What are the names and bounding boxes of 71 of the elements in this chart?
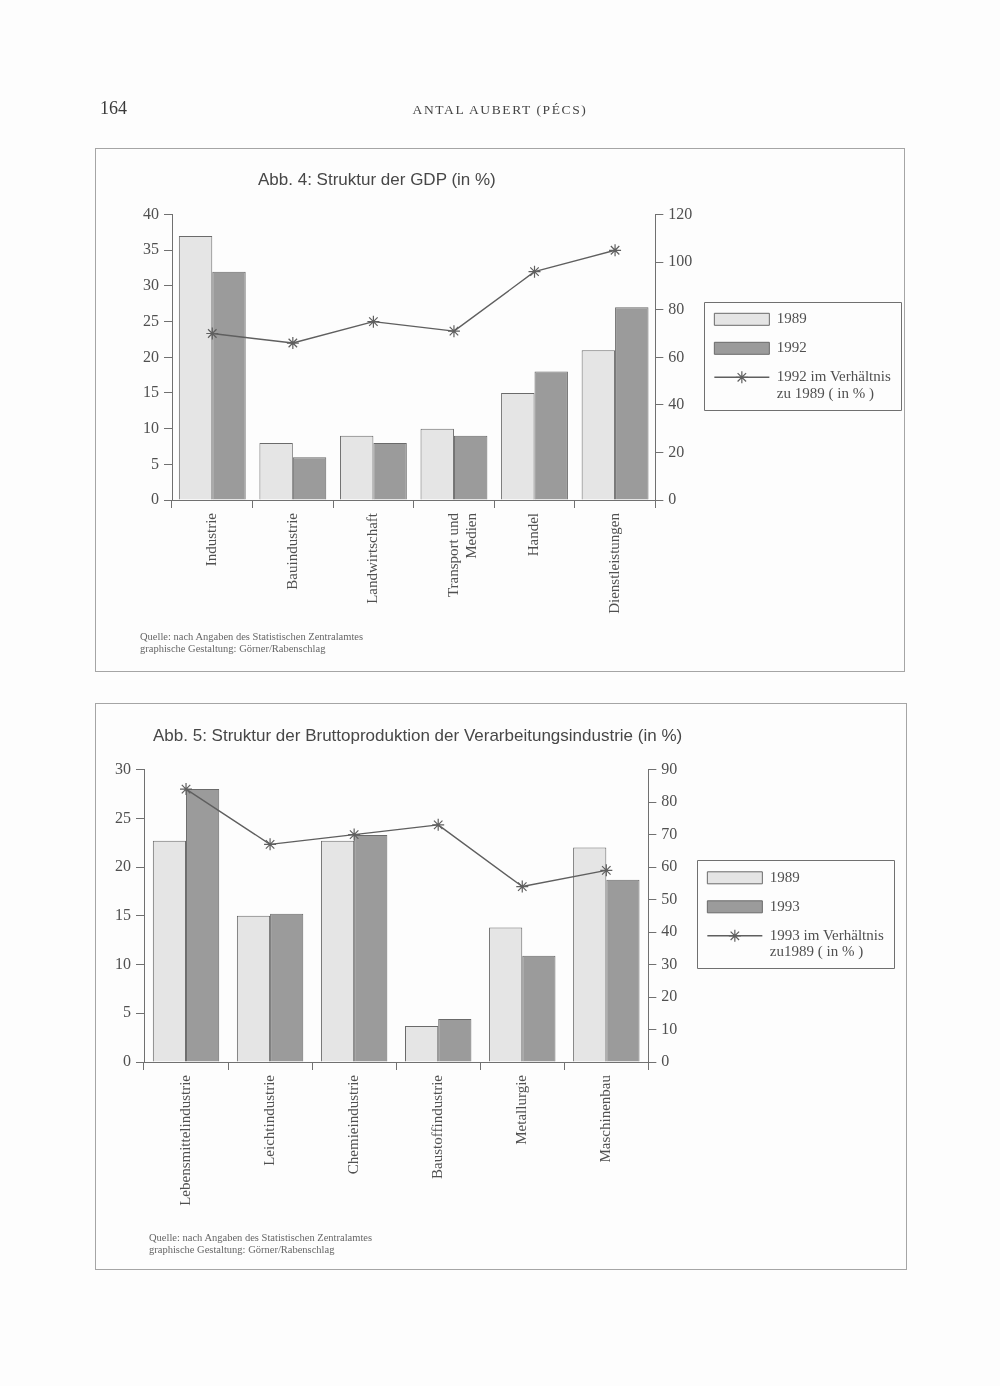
x-tick-label: Handel [525, 513, 542, 557]
y-tick-label: 25 [115, 808, 131, 826]
x-tick-label: Chemieindustrie [345, 1074, 362, 1175]
point [205, 326, 219, 341]
legend-label: 1989 [769, 868, 800, 885]
point [527, 265, 542, 279]
point [515, 879, 529, 894]
y-tick-label: 20 [115, 857, 131, 875]
text: 164 [100, 97, 127, 120]
y2-tick-label: 60 [668, 347, 685, 365]
point [608, 243, 622, 257]
y2-tick-label: 40 [668, 395, 685, 413]
y-tick-label: 15 [143, 383, 159, 401]
y-tick-label: 30 [143, 276, 159, 294]
point [286, 336, 300, 350]
y-tick-label: 30 [115, 759, 131, 777]
y-tick-label: 5 [123, 1003, 131, 1021]
y2-tick-label: 20 [661, 987, 678, 1005]
y-tick-label: 0 [123, 1052, 131, 1070]
text: graphische Gestaltung: Görner/Rabenschlag [149, 1243, 335, 1255]
source-note: Quelle: nach Angaben des Statistischen Zentralamtes [140, 631, 364, 643]
legend-label: 1993 [769, 897, 800, 914]
legend-label: 1992 [776, 339, 807, 356]
y2-tick-label: 40 [661, 922, 678, 940]
x-tick-label: Maschinenbau [597, 1074, 614, 1163]
y2-tick-label: 120 [668, 204, 693, 222]
text: ANTAL AUBERT (PÉCS) [412, 102, 588, 117]
y-tick-label: 0 [151, 490, 159, 508]
y2-tick-label: 0 [668, 490, 677, 508]
y2-tick-label: 100 [668, 252, 693, 270]
x-tick-label: Landwirtschaft [364, 512, 381, 604]
y2-tick-label: 60 [661, 857, 678, 875]
legend-label: 1989 [776, 310, 807, 327]
y2-tick-label: 0 [661, 1052, 670, 1070]
text: graphische Gestaltung: Görner/Rabenschlag [140, 642, 326, 654]
y2-tick-label: 80 [668, 299, 685, 317]
y2-tick-label: 80 [661, 792, 678, 810]
y2-tick-label: 20 [668, 442, 685, 460]
x-tick-label: Dienstleistungen [606, 512, 622, 614]
x-tick-label: Metallurgie [513, 1074, 530, 1145]
point [431, 818, 445, 832]
x-tick-label: Bauindustrie [283, 512, 300, 590]
y-tick-label: 20 [143, 347, 159, 365]
y-tick-label: 40 [143, 204, 159, 222]
x-tick-label: Baustoffindustrie [429, 1074, 446, 1179]
y2-tick-label: 70 [661, 824, 678, 842]
legend-label: 1992 im Verhältnis zu 1989 ( in % ) [776, 368, 891, 402]
x-tick-label: Transport und Medien [444, 512, 479, 598]
y-tick-label: 5 [151, 454, 159, 472]
legend-label: 1993 im Verhältnis zu1989 ( in % ) [769, 926, 884, 961]
x-tick-label: Industrie [203, 512, 220, 567]
y2-tick-label: 30 [661, 954, 678, 972]
chart-title: Abb. 4: Struktur der GDP (in %) [258, 170, 496, 190]
point [179, 782, 193, 796]
point [447, 324, 461, 338]
point [263, 837, 277, 851]
point [347, 827, 361, 842]
y2-tick-label: 50 [661, 889, 678, 907]
source-note: Quelle: nach Angaben des Statistischen Zentralamtes [149, 1232, 373, 1244]
point [599, 863, 613, 877]
y-tick-label: 10 [115, 954, 131, 972]
point [366, 315, 380, 329]
y-tick-label: 10 [143, 418, 159, 436]
y-tick-label: 15 [115, 906, 131, 923]
x-tick-label: Leichtindustrie [261, 1074, 278, 1166]
y-tick-label: 25 [143, 311, 159, 329]
y2-tick-label: 10 [661, 1019, 678, 1037]
x-tick-label: Lebensmittelindustrie [176, 1074, 193, 1206]
y2-tick-label: 90 [661, 759, 678, 777]
y-tick-label: 35 [143, 240, 159, 258]
chart-title: Abb. 5: Struktur der Bruttoproduktion der Verarbeitungsindustrie (in %) [153, 726, 683, 746]
